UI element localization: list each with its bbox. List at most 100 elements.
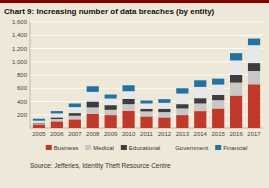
bar-segment [158,109,170,112]
bar-segment [194,98,206,103]
x-tick-label: 2010 [122,131,136,137]
x-tick-label: 2013 [176,131,190,137]
bar-segment [122,91,134,99]
bar-segment [194,87,206,98]
y-tick-label: 1,400 [12,32,28,38]
legend-label: Business [54,145,78,151]
bar-segment [51,113,63,117]
bar-segment [69,119,81,128]
grid-line [30,35,263,36]
bar-segment [122,85,134,91]
bar-segment [230,60,242,75]
bar-segment [194,103,206,111]
x-tick-label: 2012 [158,131,172,137]
bar-segment [33,123,45,125]
legend-swatch [46,145,52,150]
legend-label: Financial [223,145,247,151]
bar-segment [194,111,206,128]
bar-segment [248,39,260,46]
bar-segment [122,104,134,111]
bar-segment [194,80,206,87]
bar-segment [105,110,117,115]
bar-segment [140,109,152,112]
grid-line [30,88,263,89]
x-tick-label: 2009 [104,131,118,137]
bar-segment [176,104,188,108]
y-tick-label: 1,600 [12,19,28,25]
x-tick-label: 2016 [229,131,243,137]
bar-segment [140,103,152,108]
bar-segment [51,117,63,119]
bar-segment [69,113,81,116]
bar-segment [87,114,99,128]
bar-segment [176,94,188,105]
bar-segment [105,115,117,128]
chart: Chart 9: Increasing number of data breac… [0,0,269,188]
bar-segment [140,111,152,116]
bar-segment [158,112,170,117]
legend-swatch [85,145,91,150]
bar-segment [105,99,117,106]
x-tick-label: 2014 [194,131,208,137]
grid-line [30,48,263,49]
source: Source: Jefferies, Identity Theft Resour… [30,162,171,170]
y-tick-label: 400 [17,99,28,105]
legend-label: Educational [129,145,160,151]
legend-swatch [167,145,173,150]
bar-segment [176,108,188,115]
title: Chart 9: Increasing number of data breac… [4,7,215,16]
bar-segment [51,119,63,121]
x-tick-label: 2017 [247,131,261,137]
bar-segment [230,75,242,83]
bar-segment [230,83,242,96]
bar-segment [105,95,117,99]
bar-segment [176,88,188,93]
bar-segment [140,116,152,128]
bar-segment [87,86,99,92]
bar-segment [248,63,260,71]
y-tick-label: 600 [17,85,28,91]
x-tick-label: 2007 [68,131,82,137]
bar-segment [87,92,99,102]
x-tick-label: 2011 [140,131,154,137]
background [0,0,269,188]
y-tick-label: 200 [17,112,28,118]
legend-swatch [215,145,221,150]
bar-segment [230,96,242,128]
y-axis-line [30,22,31,128]
top-stripe [0,0,269,3]
bar-segment [158,99,170,103]
bar-segment [140,101,152,104]
x-tick-label: 2008 [86,131,100,137]
x-tick-label: 2015 [212,131,226,137]
bar-segment [69,107,81,113]
bar-segment [212,95,224,100]
y-tick-label: 1,200 [12,46,28,52]
bar-segment [33,121,45,123]
grid-line [30,61,263,62]
bar-segment [158,103,170,109]
x-tick-label: 2005 [32,131,46,137]
bar-segment [212,108,224,128]
legend: BusinessMedicalEducationalGovernmentFina… [46,145,247,151]
bars [33,39,260,128]
bar-segment [248,45,260,63]
bar-segment [69,116,81,120]
legend-label: Medical [93,145,114,151]
bar-segment [105,105,117,110]
x-tick-label: 2006 [50,131,64,137]
grid-line [30,22,263,23]
bar-segment [51,121,63,128]
bar-segment [122,99,134,104]
bar-segment [33,124,45,128]
bar-segment [33,119,45,121]
bar-segment [248,84,260,128]
bar-segment [230,53,242,60]
bar-segment [212,79,224,85]
bar-segment [51,111,63,113]
y-tick-label: 1,000 [12,59,28,65]
bar-segment [87,107,99,113]
bar-segment [158,117,170,128]
bar-segment [122,111,134,128]
bar-segment [248,71,260,84]
